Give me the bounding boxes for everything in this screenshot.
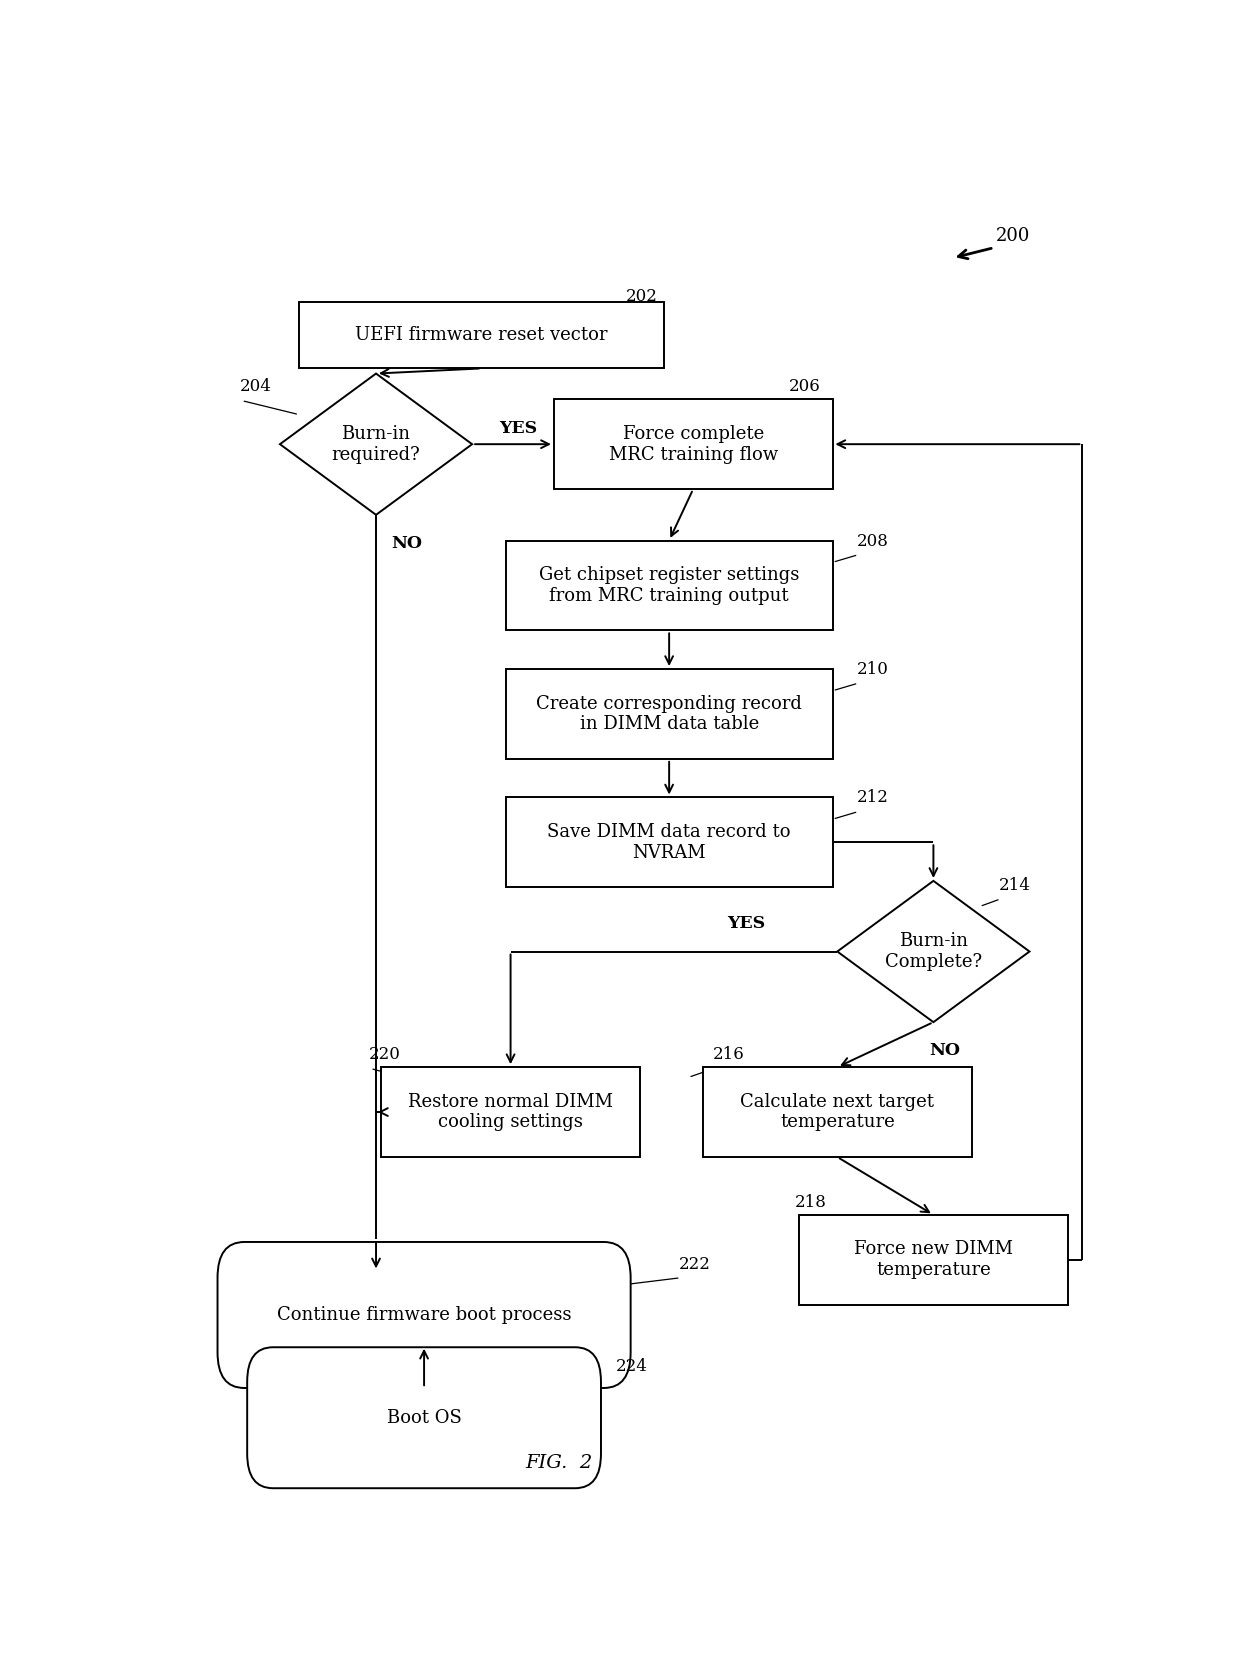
FancyBboxPatch shape — [299, 302, 665, 369]
Text: Burn-in
required?: Burn-in required? — [331, 425, 420, 464]
Text: Save DIMM data record to
NVRAM: Save DIMM data record to NVRAM — [547, 822, 791, 862]
Text: FIG.  2: FIG. 2 — [525, 1454, 593, 1471]
FancyBboxPatch shape — [799, 1214, 1068, 1304]
Text: 222: 222 — [678, 1256, 711, 1273]
Text: Burn-in
Complete?: Burn-in Complete? — [885, 932, 982, 971]
Text: 202: 202 — [626, 289, 657, 305]
FancyBboxPatch shape — [506, 669, 832, 759]
Text: NO: NO — [930, 1042, 961, 1059]
Text: Force new DIMM
temperature: Force new DIMM temperature — [854, 1241, 1013, 1279]
Text: 214: 214 — [998, 877, 1030, 894]
Polygon shape — [837, 881, 1029, 1022]
Text: 200: 200 — [996, 227, 1030, 245]
Text: 206: 206 — [789, 379, 821, 395]
Text: Get chipset register settings
from MRC training output: Get chipset register settings from MRC t… — [539, 565, 800, 605]
FancyBboxPatch shape — [381, 1068, 640, 1158]
FancyBboxPatch shape — [703, 1068, 972, 1158]
Text: Calculate next target
temperature: Calculate next target temperature — [740, 1093, 934, 1131]
Text: NO: NO — [392, 534, 423, 552]
Text: YES: YES — [500, 420, 537, 437]
Polygon shape — [280, 374, 472, 515]
FancyBboxPatch shape — [247, 1348, 601, 1488]
Text: 224: 224 — [616, 1358, 649, 1376]
Text: Boot OS: Boot OS — [387, 1409, 461, 1426]
Text: 208: 208 — [857, 532, 888, 549]
Text: YES: YES — [727, 914, 765, 932]
Text: 210: 210 — [857, 661, 888, 677]
Text: Restore normal DIMM
cooling settings: Restore normal DIMM cooling settings — [408, 1093, 613, 1131]
Text: 216: 216 — [712, 1046, 744, 1063]
FancyBboxPatch shape — [217, 1243, 631, 1388]
Text: 212: 212 — [857, 789, 888, 806]
Text: Continue firmware boot process: Continue firmware boot process — [277, 1306, 572, 1324]
Text: UEFI firmware reset vector: UEFI firmware reset vector — [356, 325, 608, 344]
Text: 218: 218 — [795, 1194, 827, 1211]
Text: Force complete
MRC training flow: Force complete MRC training flow — [609, 425, 777, 464]
FancyBboxPatch shape — [506, 540, 832, 631]
FancyBboxPatch shape — [554, 399, 832, 489]
Text: 204: 204 — [239, 379, 272, 395]
FancyBboxPatch shape — [506, 797, 832, 887]
Text: Create corresponding record
in DIMM data table: Create corresponding record in DIMM data… — [536, 694, 802, 734]
Text: 220: 220 — [368, 1046, 401, 1063]
